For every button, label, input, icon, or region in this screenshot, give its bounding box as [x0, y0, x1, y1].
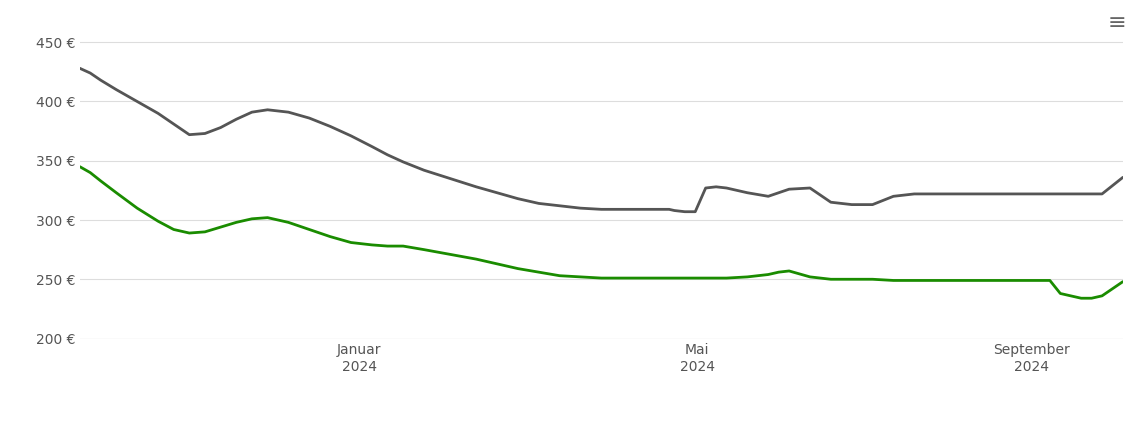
- Text: ≡: ≡: [1108, 13, 1126, 33]
